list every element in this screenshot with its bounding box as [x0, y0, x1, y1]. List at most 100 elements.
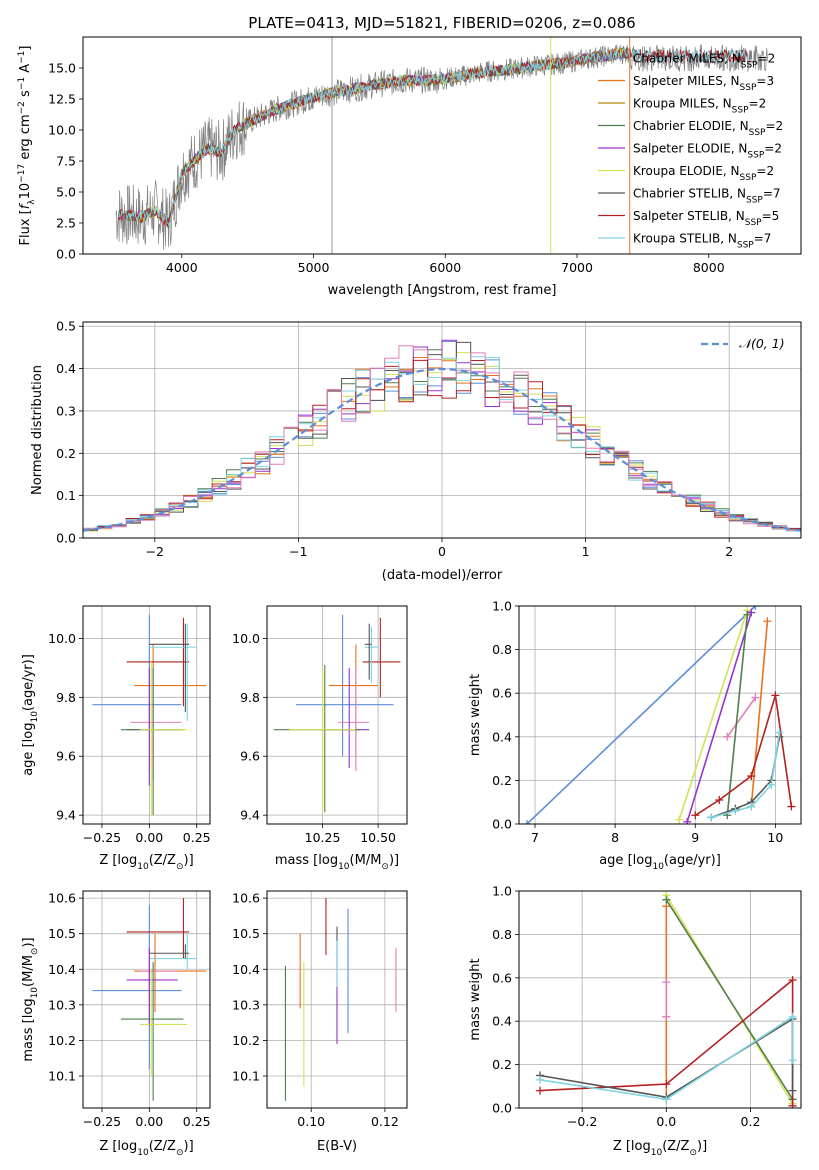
x-axis-label: E(B-V) [317, 1139, 357, 1154]
model-spectrum [118, 46, 749, 227]
y-tick-label: 0.4 [56, 361, 76, 376]
weight-lines [536, 891, 797, 1108]
axes-frame [266, 605, 408, 825]
x-tick-label: 0 [438, 544, 446, 559]
legend-entry: Chabrier MILES, NSSP=2 [633, 52, 775, 71]
y-tick-label: 10.2 [48, 1033, 76, 1048]
data-point [747, 772, 756, 781]
x-tick-label: −1 [289, 544, 307, 559]
data-point [747, 802, 756, 811]
model-spectrum [118, 47, 631, 228]
x-tick-label: 6000 [429, 260, 461, 275]
y-tick-label: 0.0 [56, 247, 76, 262]
y-tick-label: 15.0 [48, 61, 76, 76]
y-tick-label: 0.0 [492, 1101, 512, 1116]
x-tick-label: −0.2 [567, 1114, 597, 1129]
x-tick-label: 9 [691, 830, 699, 845]
weight-lines [523, 606, 796, 824]
y-axis-label: mass [log10(M/M⊙)] [21, 937, 40, 1061]
data-point [723, 732, 732, 741]
x-axis-label: Z [log10(Z/Z⊙)] [613, 1139, 707, 1158]
data-point [536, 1075, 545, 1084]
data-point [751, 693, 760, 702]
y-tick-label: 1.0 [492, 599, 512, 614]
model-spectrum [118, 48, 630, 227]
label-part: 2 [759, 97, 767, 111]
y-axis-label: mass weight [468, 674, 483, 756]
label-part: Kroupa MILES, N [633, 97, 732, 111]
y-tick-label: 0.4 [492, 729, 512, 744]
y-tick-label: 0.1 [56, 488, 76, 503]
label-part: mass [log [275, 853, 338, 868]
label-part: Salpeter ELODIE, N [633, 142, 747, 156]
series-line [678, 610, 749, 820]
x-axis-label: Z [log10(Z/Z⊙)] [99, 853, 193, 872]
label-part: (age/yr)] [664, 853, 721, 868]
data-point [536, 1086, 545, 1095]
label-part: 2 [766, 164, 774, 178]
y-tick-label: 0.3 [56, 403, 76, 418]
label-part: (Z/Z [662, 1139, 689, 1154]
y-tick-label: 7.5 [56, 154, 76, 169]
data-point [707, 813, 716, 822]
histogram-steps [83, 339, 801, 533]
data-point [747, 608, 756, 617]
data-point [715, 796, 724, 805]
label-part: (M/M [21, 955, 36, 987]
data-point [683, 817, 692, 824]
label-part: Chabrier MILES, N [633, 52, 741, 66]
data-point [691, 811, 700, 820]
data-point [788, 975, 797, 984]
model-spectrum [118, 48, 631, 225]
legend-entry: Salpeter MILES, NSSP=3 [633, 74, 774, 93]
model-spectrum [118, 46, 630, 226]
axes-frame [82, 605, 211, 825]
legend-entry: Salpeter ELODIE, NSSP=2 [633, 142, 782, 161]
legend-entry: 𝒩(0, 1) [739, 336, 785, 351]
y-tick-label: 10.3 [232, 997, 260, 1012]
axes-frame [82, 321, 802, 539]
x-axis-label: age [log10(age/yr)] [599, 853, 721, 872]
series-line [726, 697, 756, 738]
data-point [751, 606, 760, 610]
y-tick-label: 5.0 [56, 185, 76, 200]
x-tick-label: 0.00 [135, 830, 163, 845]
data-point [523, 820, 532, 824]
label-part: Chabrier ELODIE, N [633, 119, 749, 133]
label-part: Chabrier STELIB, N [633, 187, 746, 201]
x-tick-label: 0.25 [183, 830, 211, 845]
label-part: Kroupa ELODIE, N [633, 164, 740, 178]
data-point [788, 1101, 797, 1108]
x-axis-label: (data-model)/error [382, 568, 503, 583]
x-axis-label: mass [log10(M/M⊙)] [275, 853, 399, 872]
label-part: (age/yr)] [21, 654, 36, 711]
data-point [731, 806, 740, 815]
x-tick-label: −0.25 [83, 830, 121, 845]
y-tick-label: 9.8 [240, 690, 260, 705]
chart-title: PLATE=0413, MJD=51821, FIBERID=0206, z=0… [248, 14, 635, 32]
data-point [788, 1056, 797, 1065]
x-tick-label: 10.50 [360, 830, 396, 845]
data-point [788, 1086, 797, 1095]
y-tick-label: 10.1 [48, 1068, 76, 1083]
y-tick-label: 10.6 [48, 891, 76, 906]
data-point [662, 978, 671, 987]
legend-entry: Kroupa MILES, NSSP=2 [633, 97, 766, 116]
x-tick-label: 0.0 [656, 1114, 676, 1129]
y-tick-label: 10.4 [232, 962, 260, 977]
y-tick-label: 10.4 [48, 962, 76, 977]
label-part: mass [log [21, 998, 36, 1061]
label-part: 2 [774, 142, 782, 156]
errorbars [284, 898, 397, 1101]
label-part: age [log [599, 853, 652, 868]
y-tick-label: 10.6 [232, 891, 260, 906]
errorbars [273, 614, 401, 813]
label-part: 3 [766, 74, 774, 88]
data-point [662, 1095, 671, 1104]
y-tick-label: 9.4 [240, 808, 260, 823]
axes-frame [518, 890, 802, 1109]
y-tick-label: 1.0 [492, 884, 512, 899]
label-part: 2 [776, 119, 784, 133]
y-tick-label: 0.8 [492, 927, 512, 942]
errorbars [92, 898, 207, 1101]
